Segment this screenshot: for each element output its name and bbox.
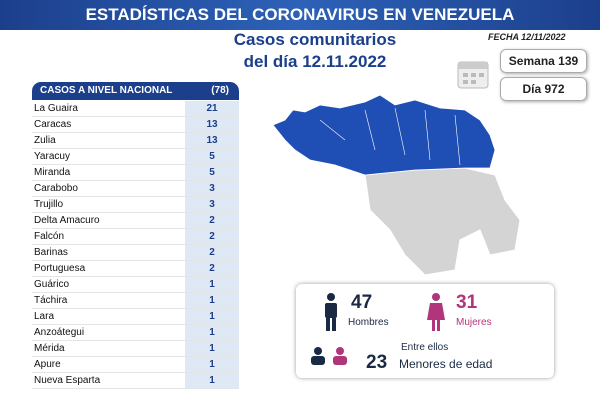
calendar-icon: [457, 61, 489, 89]
case-count: 2: [185, 229, 239, 244]
case-count: 13: [185, 133, 239, 148]
state-name: Trujillo: [34, 199, 64, 210]
map: [272, 94, 521, 276]
state-name: Carabobo: [34, 183, 78, 194]
case-count: 2: [185, 213, 239, 228]
state-name: La Guaira: [34, 103, 78, 114]
case-count: 1: [185, 293, 239, 308]
case-count: 21: [185, 101, 239, 116]
header-bar: [0, 0, 600, 30]
case-count: 1: [185, 373, 239, 388]
state-name: Delta Amacuro: [34, 215, 100, 226]
state-name: Anzoátegui: [34, 327, 85, 338]
minors-count: 23: [366, 352, 388, 373]
men-label: Hombres: [348, 317, 389, 328]
case-count: 1: [185, 309, 239, 324]
man-icon: [325, 293, 337, 331]
case-count: 1: [185, 277, 239, 292]
header-title: ESTADÍSTICAS DEL CORONAVIRUS EN VENEZUEL…: [85, 5, 515, 24]
women-count: 31: [456, 292, 478, 313]
minors-intro: Entre ellos: [401, 342, 449, 353]
state-name: Mérida: [34, 343, 65, 354]
table-row: La Guaira 21: [32, 101, 239, 117]
case-count: 2: [185, 261, 239, 276]
case-count: 5: [185, 165, 239, 180]
table-row: Caracas 13: [32, 117, 239, 133]
table-row: Carabobo 3: [32, 181, 239, 197]
table-row: Miranda 5: [32, 165, 239, 181]
state-name: Miranda: [34, 167, 71, 178]
state-name: Portuguesa: [34, 263, 86, 274]
state-name: Yaracuy: [34, 151, 70, 162]
state-name: Falcón: [34, 231, 65, 242]
table-row: Trujillo 3: [32, 197, 239, 213]
table-row: Apure 1: [32, 357, 239, 373]
state-name: Caracas: [34, 119, 72, 130]
subtitle: Casos comunitarios: [233, 30, 397, 49]
state-name: Barinas: [34, 247, 68, 258]
case-count: 1: [185, 357, 239, 372]
table-total: (78): [211, 85, 229, 96]
day-counter: Día 972: [500, 77, 587, 101]
table-header: CASOS A NIVEL NACIONAL (78): [32, 82, 239, 100]
case-count: 2: [185, 245, 239, 260]
woman-icon: [427, 293, 445, 331]
case-count: 1: [185, 325, 239, 340]
table-title: CASOS A NIVEL NACIONAL: [40, 85, 173, 96]
subtitle: del día 12.11.2022: [243, 52, 387, 71]
table-row: Táchira 1: [32, 293, 239, 309]
table-row: Nueva Esparta 1: [32, 373, 239, 389]
state-name: Nueva Esparta: [34, 375, 101, 386]
table-row: Guárico 1: [32, 277, 239, 293]
state-name: Guárico: [34, 279, 70, 290]
week-counter: Semana 139: [500, 49, 587, 73]
state-name: Zulia: [34, 135, 56, 146]
minors-label: Menores de edad: [399, 357, 493, 371]
table-row: Yaracuy 5: [32, 149, 239, 165]
table-row: Mérida 1: [32, 341, 239, 357]
table-body: La Guaira 21 Caracas 13 Zulia 13 Yaracuy 5 Miran…: [32, 101, 239, 389]
table-row: Lara 1: [32, 309, 239, 325]
table-row: Portuguesa 2: [32, 261, 239, 277]
case-count: 1: [185, 341, 239, 356]
minors-icon: [311, 347, 347, 365]
case-count: 13: [185, 117, 239, 132]
stats-box: 47 Hombres 31 Mujeres Entre ellos 23 Men…: [296, 284, 554, 378]
state-name: Táchira: [34, 295, 68, 306]
table-row: Barinas 2: [32, 245, 239, 261]
date: FECHA 12/11/2022: [488, 32, 566, 42]
table-row: Zulia 13: [32, 133, 239, 149]
table-row: Delta Amacuro 2: [32, 213, 239, 229]
table-row: Falcón 2: [32, 229, 239, 245]
men-count: 47: [351, 292, 373, 313]
case-count: 3: [185, 181, 239, 196]
table-row: Anzoátegui 1: [32, 325, 239, 341]
women-label: Mujeres: [456, 317, 492, 328]
case-count: 3: [185, 197, 239, 212]
case-count: 5: [185, 149, 239, 164]
state-name: Lara: [34, 311, 55, 322]
state-name: Apure: [34, 359, 61, 370]
